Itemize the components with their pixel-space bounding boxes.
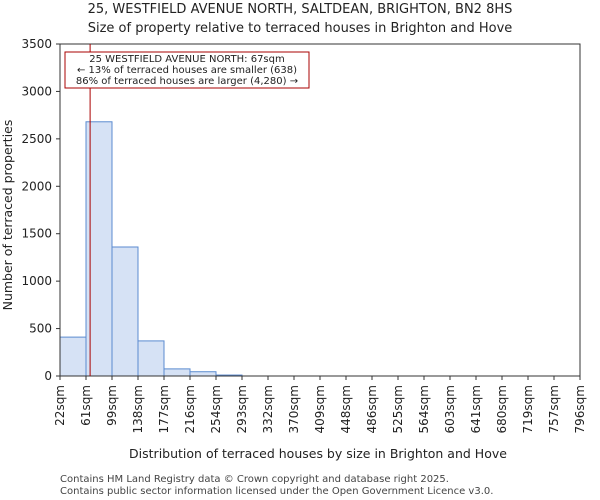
x-tick-label: 61sqm [79, 385, 93, 426]
annotation-frame [64, 51, 310, 89]
bar-99sqm [111, 246, 139, 377]
bar-216sqm [189, 371, 217, 377]
annotation-line-1: 25 WESTFIELD AVENUE NORTH: 67sqm [89, 54, 284, 65]
x-tick-label: 486sqm [365, 385, 379, 433]
y-tick-label: 500 [29, 322, 52, 336]
bar-138sqm [137, 340, 165, 377]
annotation-line-2: ← 13% of terraced houses are smaller (63… [77, 65, 297, 76]
y-tick-label: 0 [44, 369, 52, 383]
x-tick-label: 370sqm [287, 385, 301, 433]
x-tick-label: 99sqm [105, 385, 119, 426]
y-tick-label: 3500 [21, 37, 52, 51]
x-tick-label: 525sqm [391, 385, 405, 433]
footer-line-2: Contains public sector information licen… [60, 486, 493, 497]
x-tick-label: 409sqm [313, 385, 327, 433]
y-axis-label: Number of terraced properties [0, 120, 15, 311]
x-tick-label: 680sqm [495, 385, 509, 433]
y-tick-label: 2500 [21, 132, 52, 146]
x-tick-label: 564sqm [417, 385, 431, 433]
x-tick-label: 332sqm [261, 385, 275, 433]
y-tick-label: 2000 [21, 179, 52, 193]
y-axis-ticks: 0 500 1000 1500 2000 2500 3000 3500 [21, 37, 60, 383]
x-tick-label: 138sqm [131, 385, 145, 433]
y-tick-label: 1000 [21, 274, 52, 288]
y-tick-label: 3000 [21, 84, 52, 98]
x-tick-label: 293sqm [235, 385, 249, 433]
annotation-line-3: 86% of terraced houses are larger (4,280… [76, 76, 298, 87]
x-tick-label: 254sqm [209, 385, 223, 433]
x-tick-label: 177sqm [157, 385, 171, 433]
chart-title: 25, WESTFIELD AVENUE NORTH, SALTDEAN, BR… [88, 2, 513, 17]
y-tick-label: 1500 [21, 227, 52, 241]
x-tick-label: 719sqm [521, 385, 535, 433]
x-tick-label: 603sqm [443, 385, 457, 433]
bar-177sqm [163, 368, 191, 377]
x-tick-label: 641sqm [469, 385, 483, 433]
annotation-box: 25 WESTFIELD AVENUE NORTH: 67sqm ← 13% o… [64, 51, 310, 89]
x-tick-label: 757sqm [547, 385, 561, 433]
bars-group [59, 121, 243, 377]
plot-frame [59, 43, 581, 377]
x-axis-label: Distribution of terraced houses by size … [129, 446, 507, 461]
x-tick-label: 448sqm [339, 385, 353, 433]
x-tick-label: 216sqm [183, 385, 197, 433]
bar-22sqm [59, 336, 87, 377]
x-tick-label: 796sqm [573, 385, 587, 433]
x-tick-label: 22sqm [53, 385, 67, 426]
footer-line-1: Contains HM Land Registry data © Crown c… [60, 474, 449, 485]
x-axis-ticks: 22sqm 61sqm 99sqm 138sqm 177sqm 216sqm 254sqm 2… [53, 376, 587, 433]
chart-subtitle: Size of property relative to terraced ho… [88, 21, 513, 36]
